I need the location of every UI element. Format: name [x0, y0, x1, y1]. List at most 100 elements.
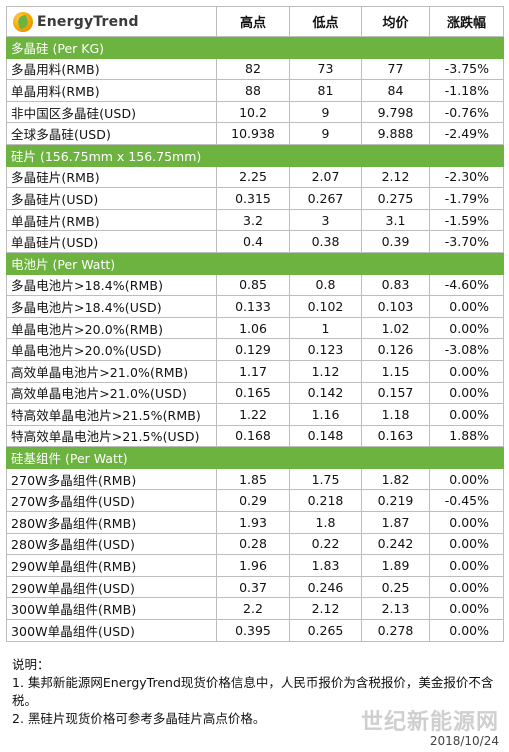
- table-row: 270W多晶组件(RMB) 1.85 1.75 1.82 0.00%: [6, 467, 504, 491]
- low-price: 2.12: [289, 597, 362, 621]
- table-row: 多晶硅片(RMB) 2.25 2.07 2.12 -2.30%: [6, 165, 504, 189]
- avg-price: 0.163: [361, 424, 430, 448]
- section-title: 硅片 (156.75mm x 156.75mm): [6, 143, 504, 167]
- watermark: 世纪新能源网: [360, 710, 499, 735]
- high-price: 1.17: [216, 359, 290, 383]
- col-low-header: 低点: [289, 6, 362, 37]
- high-price: 0.133: [216, 295, 290, 318]
- header-row: EnergyTrend 高点 低点 均价 涨跌幅: [6, 6, 504, 37]
- avg-price: 0.157: [361, 381, 430, 405]
- price-change: 0.00%: [429, 381, 504, 405]
- notes: 说明： 1. 集邦新能源网EnergyTrend现货价格信息中，人民币报价为含税…: [6, 656, 496, 728]
- section-title: 电池片 (Per Watt): [6, 251, 504, 275]
- low-price: 0.265: [289, 619, 362, 642]
- avg-price: 9.888: [361, 122, 430, 145]
- high-price: 1.93: [216, 511, 290, 534]
- product-name: 单晶用料(RMB): [6, 79, 217, 102]
- price-change: 0.00%: [429, 532, 504, 556]
- low-price: 0.38: [289, 230, 362, 253]
- product-name: 多晶用料(RMB): [6, 57, 217, 81]
- low-price: 9: [289, 122, 362, 145]
- price-change: 0.00%: [429, 554, 504, 577]
- table-row: 单晶电池片>20.0%(USD) 0.129 0.123 0.126 -3.08%: [6, 338, 504, 361]
- high-price: 10.938: [216, 122, 290, 145]
- table-row: 多晶电池片>18.4%(USD) 0.133 0.102 0.103 0.00%: [6, 295, 504, 318]
- avg-price: 0.278: [361, 619, 430, 642]
- product-name: 多晶电池片>18.4%(USD): [6, 295, 217, 318]
- high-price: 0.85: [216, 273, 290, 297]
- avg-price: 1.82: [361, 467, 430, 491]
- high-price: 0.395: [216, 619, 290, 642]
- table-row: 特高效单晶电池片>21.5%(RMB) 1.22 1.16 1.18 0.00%: [6, 403, 504, 426]
- logo-cell: EnergyTrend: [6, 6, 217, 37]
- price-sheet: EnergyTrend 高点 低点 均价 涨跌幅 多晶硅 (Per KG) 多晶用…: [6, 6, 504, 728]
- low-price: 2.07: [289, 165, 362, 189]
- high-price: 1.85: [216, 467, 290, 491]
- table-row: 单晶用料(RMB) 88 81 84 -1.18%: [6, 79, 504, 102]
- notes-heading: 说明：: [12, 656, 50, 672]
- price-change: -0.76%: [429, 100, 504, 124]
- high-price: 10.2: [216, 100, 290, 124]
- high-price: 0.315: [216, 187, 290, 210]
- price-change: 0.00%: [429, 403, 504, 426]
- low-price: 73: [289, 57, 362, 81]
- table-row: 300W单晶组件(RMB) 2.2 2.12 2.13 0.00%: [6, 597, 504, 621]
- low-price: 0.123: [289, 338, 362, 361]
- avg-price: 2.12: [361, 165, 430, 189]
- section-row: 多晶硅 (Per KG): [6, 36, 504, 59]
- high-price: 1.96: [216, 554, 290, 577]
- high-price: 0.37: [216, 575, 290, 599]
- low-price: 1.8: [289, 511, 362, 534]
- section-row: 硅片 (156.75mm x 156.75mm): [6, 143, 504, 167]
- product-name: 多晶电池片>18.4%(RMB): [6, 273, 217, 297]
- product-name: 单晶硅片(USD): [6, 230, 217, 253]
- table-row: 多晶硅片(USD) 0.315 0.267 0.275 -1.79%: [6, 187, 504, 210]
- table-row: 高效单晶电池片>21.0%(RMB) 1.17 1.12 1.15 0.00%: [6, 359, 504, 383]
- product-name: 特高效单晶电池片>21.5%(RMB): [6, 403, 217, 426]
- price-change: -2.49%: [429, 122, 504, 145]
- notes-line-1: 1. 集邦新能源网EnergyTrend现货价格信息中，人民币报价为含税报价，美…: [12, 674, 494, 708]
- avg-price: 9.798: [361, 100, 430, 124]
- low-price: 1: [289, 316, 362, 340]
- avg-price: 0.126: [361, 338, 430, 361]
- avg-price: 2.13: [361, 597, 430, 621]
- logo-text: EnergyTrend: [37, 13, 139, 30]
- product-name: 单晶硅片(RMB): [6, 208, 217, 232]
- price-table: EnergyTrend 高点 低点 均价 涨跌幅 多晶硅 (Per KG) 多晶用…: [6, 6, 504, 642]
- avg-price: 1.02: [361, 316, 430, 340]
- high-price: 88: [216, 79, 290, 102]
- table-row: 280W多晶组件(RMB) 1.93 1.8 1.87 0.00%: [6, 511, 504, 534]
- low-price: 0.267: [289, 187, 362, 210]
- table-row: 单晶电池片>20.0%(RMB) 1.06 1 1.02 0.00%: [6, 316, 504, 340]
- price-change: -0.45%: [429, 489, 504, 513]
- price-change: 0.00%: [429, 597, 504, 621]
- price-change: -3.70%: [429, 230, 504, 253]
- avg-price: 0.83: [361, 273, 430, 297]
- section-title: 多晶硅 (Per KG): [6, 36, 504, 59]
- table-row: 单晶硅片(USD) 0.4 0.38 0.39 -3.70%: [6, 230, 504, 253]
- low-price: 0.22: [289, 532, 362, 556]
- low-price: 81: [289, 79, 362, 102]
- product-name: 全球多晶硅(USD): [6, 122, 217, 145]
- price-change: 0.00%: [429, 511, 504, 534]
- high-price: 0.29: [216, 489, 290, 513]
- product-name: 270W多晶组件(USD): [6, 489, 217, 513]
- avg-price: 0.219: [361, 489, 430, 513]
- low-price: 1.75: [289, 467, 362, 491]
- energytrend-leaf-icon: [13, 11, 33, 32]
- avg-price: 1.87: [361, 511, 430, 534]
- report-date: 2018/10/24: [429, 734, 499, 748]
- price-change: -2.30%: [429, 165, 504, 189]
- avg-price: 0.275: [361, 187, 430, 210]
- product-name: 300W单晶组件(USD): [6, 619, 217, 642]
- avg-price: 1.18: [361, 403, 430, 426]
- avg-price: 3.1: [361, 208, 430, 232]
- table-row: 高效单晶电池片>21.0%(USD) 0.165 0.142 0.157 0.00%: [6, 381, 504, 405]
- product-name: 300W单晶组件(RMB): [6, 597, 217, 621]
- product-name: 特高效单晶电池片>21.5%(USD): [6, 424, 217, 448]
- low-price: 1.12: [289, 359, 362, 383]
- product-name: 高效单晶电池片>21.0%(USD): [6, 381, 217, 405]
- low-price: 0.142: [289, 381, 362, 405]
- low-price: 1.83: [289, 554, 362, 577]
- col-high-header: 高点: [216, 6, 290, 37]
